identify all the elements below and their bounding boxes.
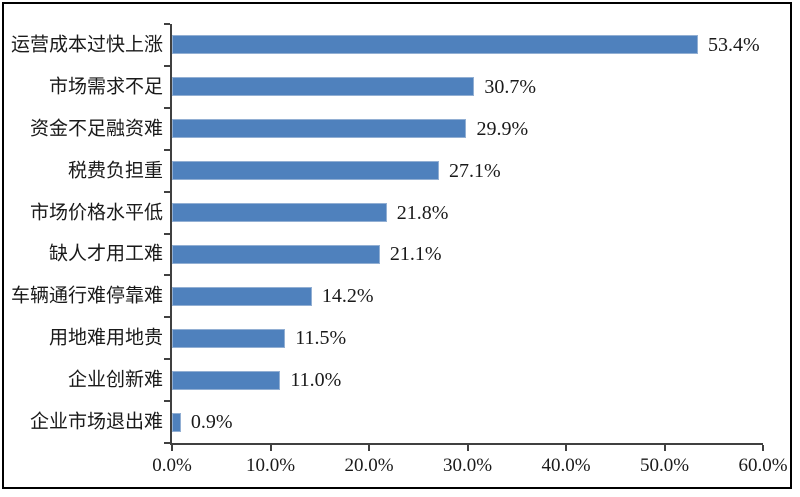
x-axis-tick — [269, 445, 272, 451]
category-label: 市场价格水平低 — [29, 202, 163, 224]
x-tick-label: 50.0% — [639, 455, 690, 476]
category-label: 企业市场退出难 — [29, 411, 163, 433]
x-tick-label: 10.0% — [245, 455, 296, 476]
plot-area: 运营成本过快上涨 53.4% 市场需求不足 30.7% 资金不足融资难 29.9% 税费负担… — [11, 23, 788, 475]
bar — [172, 77, 475, 97]
bar — [172, 203, 387, 223]
bar — [172, 161, 439, 181]
bar-row: 企业市场退出难 0.9% — [30, 401, 763, 443]
bar-row: 运营成本过快上涨 53.4% — [11, 24, 763, 66]
bar-row: 企业创新难 11.0% — [68, 359, 763, 401]
x-axis-tick — [565, 445, 567, 451]
value-label: 27.1% — [448, 159, 501, 182]
value-label: 53.4% — [707, 33, 760, 56]
bar-row: 市场需求不足 30.7% — [49, 66, 763, 108]
y-axis-tick — [164, 400, 170, 403]
y-axis-tick — [164, 358, 170, 361]
value-label: 21.8% — [396, 201, 449, 224]
y-axis-tick — [164, 274, 170, 277]
bar — [172, 370, 281, 390]
y-axis-tick — [164, 64, 170, 67]
value-label: 14.2% — [321, 285, 374, 308]
x-tick-label: 0.0% — [152, 455, 192, 476]
y-axis-tick — [164, 442, 170, 444]
value-label: 11.5% — [295, 327, 347, 350]
category-label: 企业创新难 — [67, 369, 163, 391]
bar-row: 用地难用地贵 11.5% — [49, 317, 763, 359]
bar-row: 市场价格水平低 21.8% — [30, 192, 763, 234]
category-label: 运营成本过快上涨 — [10, 34, 163, 56]
x-axis-tick — [171, 445, 173, 451]
x-tick-label: 30.0% — [442, 455, 493, 476]
y-axis-tick — [164, 232, 170, 235]
category-label: 资金不足融资难 — [29, 118, 163, 140]
x-axis-tick — [663, 445, 666, 451]
y-axis-tick — [164, 23, 170, 25]
x-tick-label: 20.0% — [344, 455, 394, 476]
bar — [172, 328, 286, 348]
bar-row: 缺人才用工难 21.1% — [49, 234, 763, 276]
x-axis-tick — [466, 445, 469, 451]
x-axis-tick — [762, 445, 764, 451]
bar-row: 税费负担重 27.1% — [68, 150, 763, 192]
x-axis-line — [170, 443, 763, 445]
value-label: 29.9% — [476, 117, 529, 140]
y-axis-line — [170, 24, 172, 445]
x-tick-label: 40.0% — [541, 455, 591, 476]
x-axis-tick — [368, 445, 370, 451]
bar-row: 资金不足融资难 29.9% — [30, 108, 763, 150]
y-axis-tick — [164, 148, 170, 151]
category-label: 税费负担重 — [67, 160, 163, 182]
value-label: 0.9% — [190, 411, 233, 434]
category-label: 市场需求不足 — [48, 76, 163, 98]
bar — [172, 412, 181, 432]
value-label: 11.0% — [290, 369, 342, 392]
y-axis-tick — [164, 190, 170, 193]
bar — [172, 35, 698, 55]
bar-row: 车辆通行难停靠难 14.2% — [11, 275, 763, 317]
category-label: 车辆通行难停靠难 — [10, 285, 163, 307]
value-label: 30.7% — [484, 75, 537, 98]
category-label: 缺人才用工难 — [48, 243, 163, 265]
value-label: 21.1% — [389, 243, 442, 266]
y-axis-tick — [164, 106, 170, 109]
y-axis-tick — [164, 316, 170, 319]
bar — [172, 119, 467, 139]
bar — [172, 286, 312, 306]
category-label: 用地难用地贵 — [48, 327, 163, 349]
bar — [172, 244, 380, 264]
x-tick-label: 60.0% — [738, 455, 788, 476]
